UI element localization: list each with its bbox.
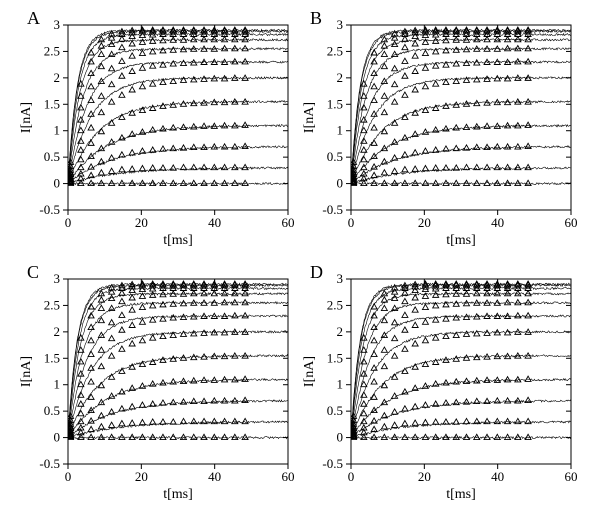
svg-text:3: 3 <box>337 17 344 32</box>
svg-text:0.5: 0.5 <box>327 149 343 164</box>
svg-text:I[nA]: I[nA] <box>302 102 317 133</box>
svg-text:t[ms]: t[ms] <box>446 233 476 248</box>
svg-text:0: 0 <box>348 469 355 484</box>
svg-text:2: 2 <box>54 324 61 339</box>
panel-label-b: B <box>310 8 322 29</box>
svg-text:3: 3 <box>54 17 61 32</box>
svg-text:40: 40 <box>208 215 221 230</box>
svg-text:1: 1 <box>337 377 344 392</box>
svg-text:1.5: 1.5 <box>44 350 60 365</box>
svg-text:3: 3 <box>337 271 344 286</box>
svg-text:40: 40 <box>491 215 504 230</box>
svg-text:60: 60 <box>282 215 295 230</box>
svg-text:2: 2 <box>54 70 61 85</box>
svg-text:40: 40 <box>491 469 504 484</box>
svg-text:t[ms]: t[ms] <box>163 487 193 502</box>
svg-text:1.5: 1.5 <box>44 96 60 111</box>
svg-text:1: 1 <box>54 123 61 138</box>
figure-grid: { "figure": { "width": 600, "height": 51… <box>0 0 600 516</box>
svg-text:2: 2 <box>337 70 344 85</box>
svg-text:0: 0 <box>337 430 344 445</box>
svg-text:20: 20 <box>135 469 148 484</box>
svg-text:t[ms]: t[ms] <box>446 487 476 502</box>
svg-text:0: 0 <box>65 469 72 484</box>
figure-svg: 0204060-0.500.511.522.53t[ms]I[nA]020406… <box>0 0 600 516</box>
svg-text:-0.5: -0.5 <box>39 202 60 217</box>
svg-text:1: 1 <box>54 377 61 392</box>
svg-text:0: 0 <box>54 176 61 191</box>
svg-text:20: 20 <box>418 469 431 484</box>
svg-text:-0.5: -0.5 <box>39 456 60 471</box>
panel-label-c: C <box>27 262 39 283</box>
svg-text:I[nA]: I[nA] <box>19 102 34 133</box>
svg-text:2.5: 2.5 <box>327 43 343 58</box>
svg-text:2.5: 2.5 <box>44 297 60 312</box>
svg-text:0.5: 0.5 <box>44 403 60 418</box>
svg-text:1.5: 1.5 <box>327 350 343 365</box>
svg-text:20: 20 <box>418 215 431 230</box>
svg-text:1: 1 <box>337 123 344 138</box>
svg-text:I[nA]: I[nA] <box>19 356 34 387</box>
svg-text:2.5: 2.5 <box>44 43 60 58</box>
svg-text:t[ms]: t[ms] <box>163 233 193 248</box>
svg-text:I[nA]: I[nA] <box>302 356 317 387</box>
panel-label-a: A <box>27 8 40 29</box>
svg-text:60: 60 <box>565 215 578 230</box>
svg-text:1.5: 1.5 <box>327 96 343 111</box>
svg-text:0: 0 <box>337 176 344 191</box>
svg-text:60: 60 <box>565 469 578 484</box>
svg-text:2.5: 2.5 <box>327 297 343 312</box>
svg-text:0: 0 <box>54 430 61 445</box>
svg-text:3: 3 <box>54 271 61 286</box>
svg-text:0: 0 <box>348 215 355 230</box>
svg-text:20: 20 <box>135 215 148 230</box>
svg-text:40: 40 <box>208 469 221 484</box>
svg-text:2: 2 <box>337 324 344 339</box>
svg-text:0.5: 0.5 <box>44 149 60 164</box>
svg-text:-0.5: -0.5 <box>322 456 343 471</box>
svg-text:-0.5: -0.5 <box>322 202 343 217</box>
svg-text:0: 0 <box>65 215 72 230</box>
svg-text:0.5: 0.5 <box>327 403 343 418</box>
svg-text:60: 60 <box>282 469 295 484</box>
panel-label-d: D <box>310 262 323 283</box>
